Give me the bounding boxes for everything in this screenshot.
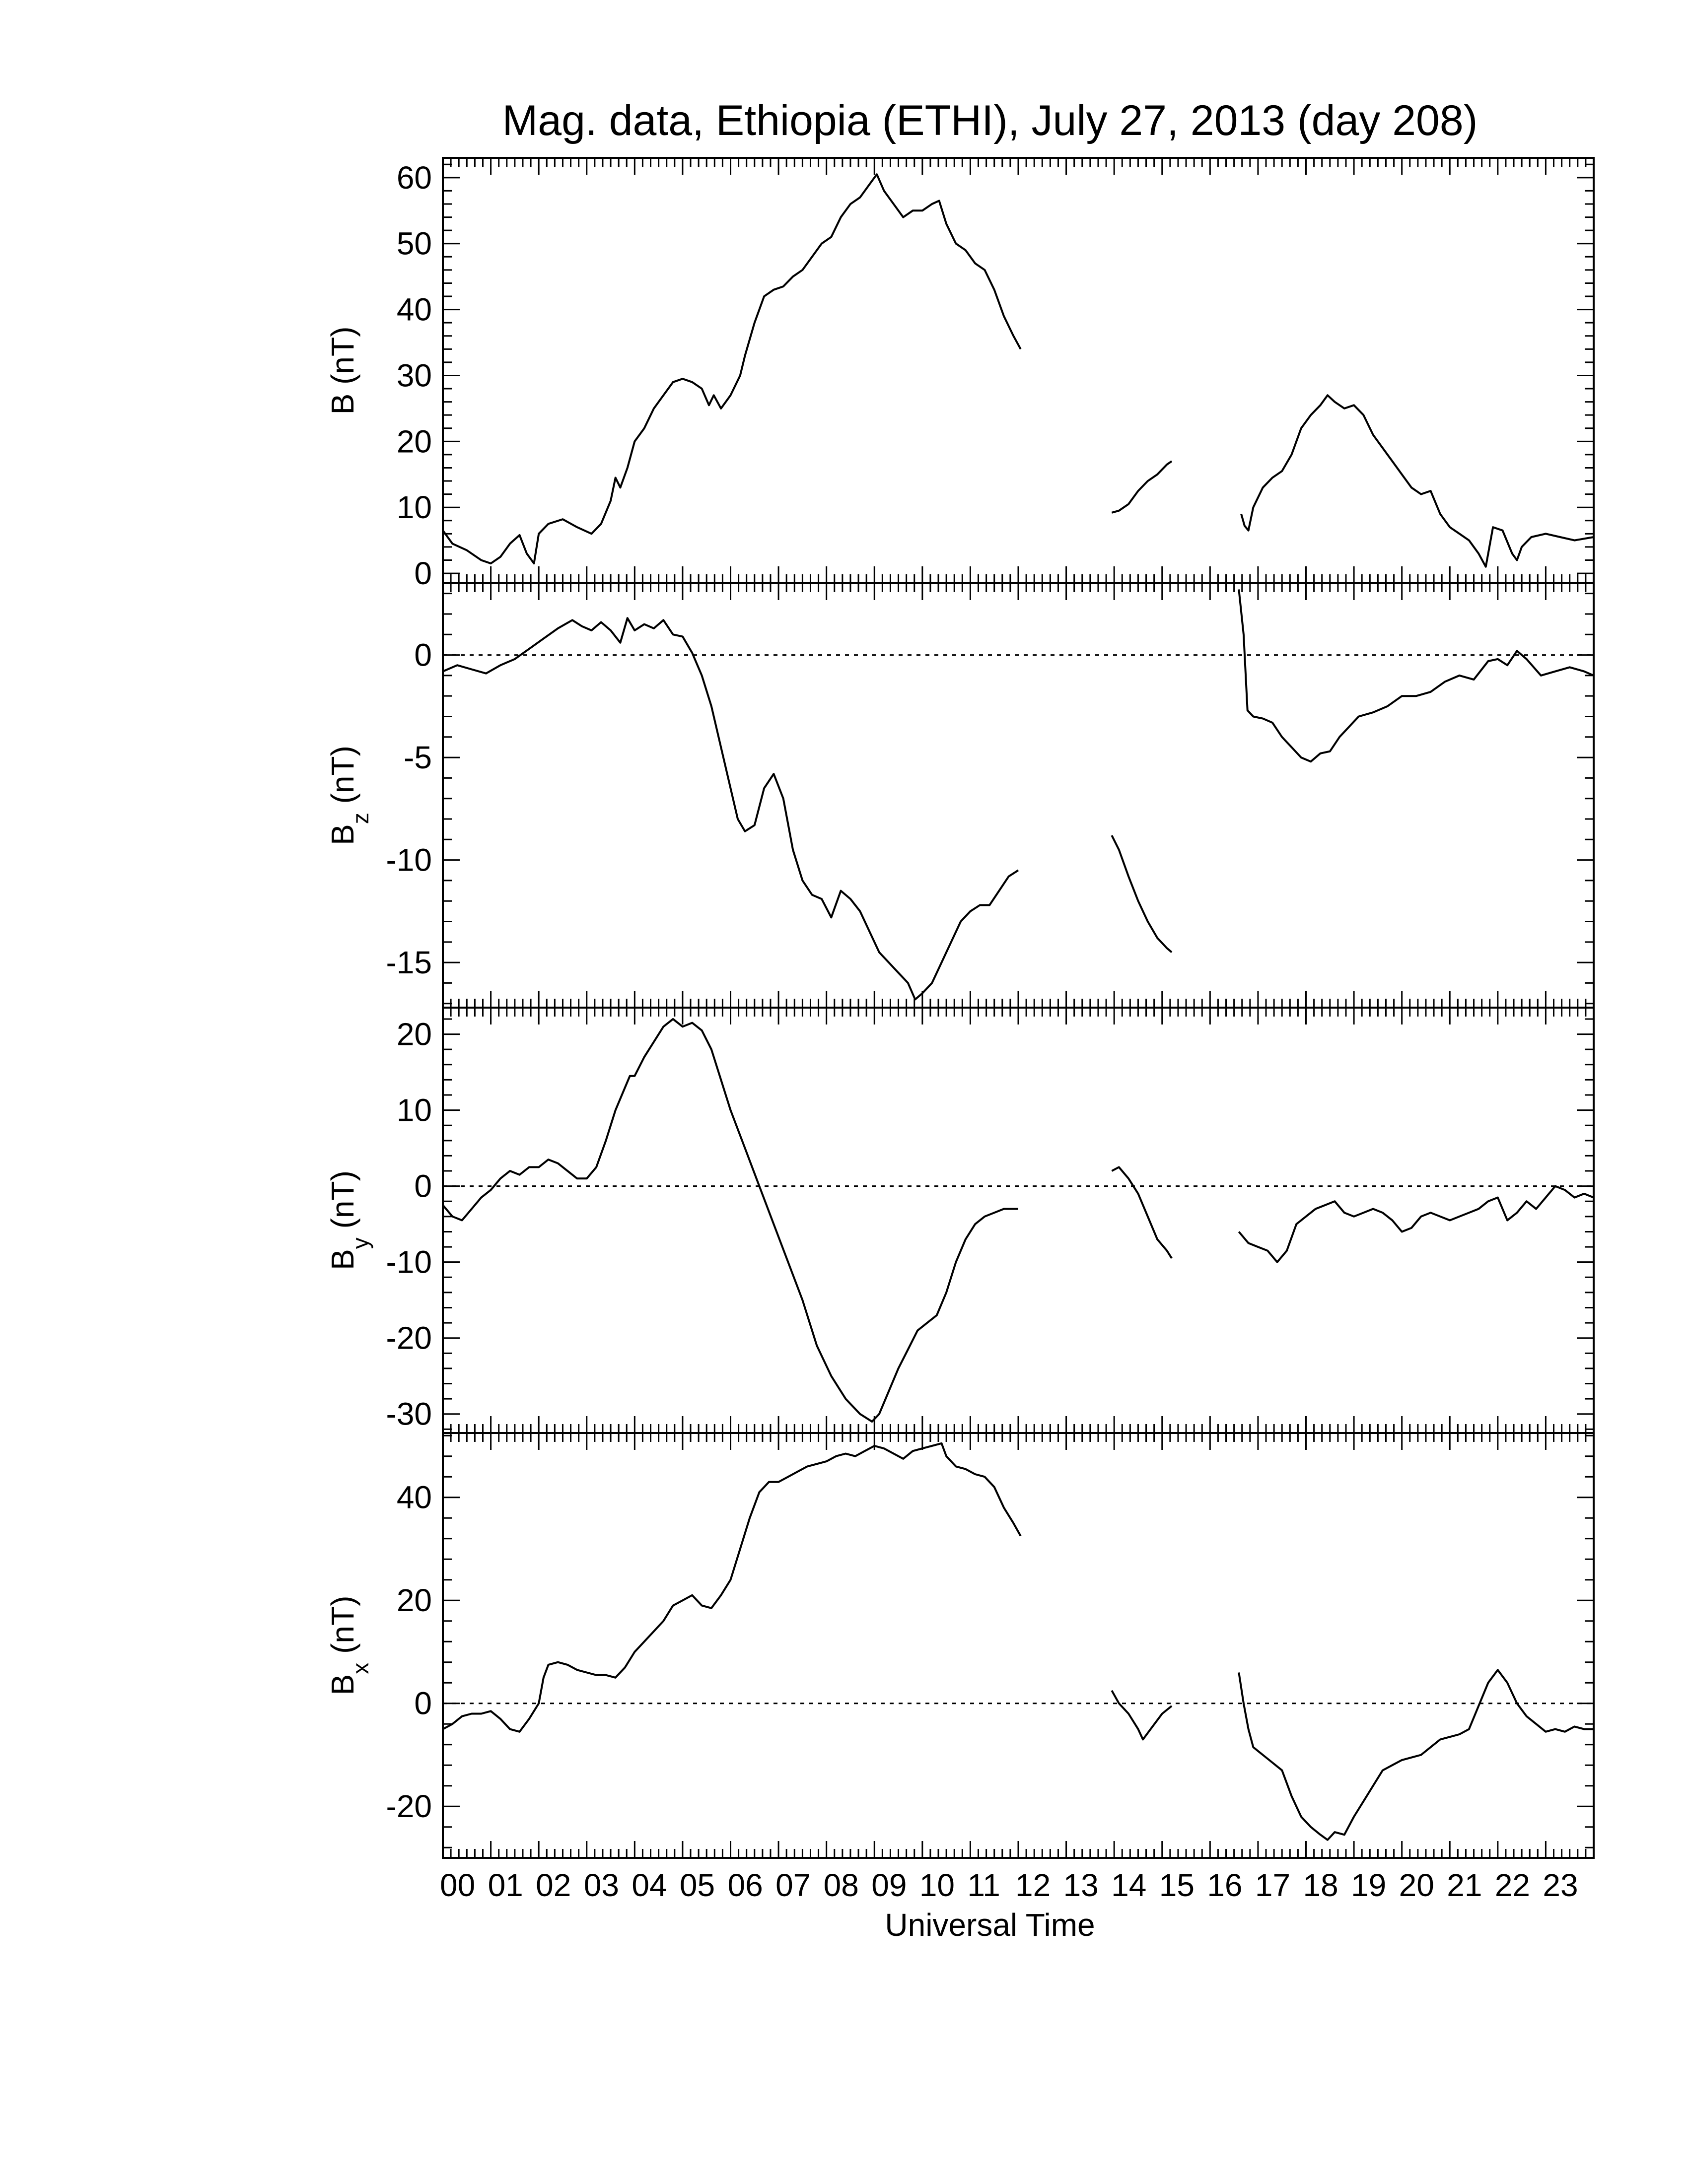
y-axis-title: Bz (nT) [325, 746, 373, 845]
y-tick-label: 50 [397, 226, 432, 262]
x-tick-label: 16 [1207, 1867, 1242, 1903]
series-segment-By-3 [1238, 1185, 1594, 1263]
x-tick-label: 07 [775, 1867, 811, 1903]
x-tick-labels: 00 01 02 03 04 05 06 07 08 09 10 11 12 13 14 15 16 17 18 19… [440, 1867, 1578, 1903]
y-tick-label: 20 [397, 1017, 432, 1052]
x-tick-label: 09 [871, 1867, 907, 1903]
y-tick-label: 40 [397, 292, 432, 328]
y-tick-label: -30 [386, 1396, 432, 1432]
series-segment-Bz-2 [1111, 835, 1173, 954]
x-tick-label: 02 [536, 1867, 571, 1903]
x-tick-label: 13 [1063, 1867, 1099, 1903]
panel-frame [442, 1007, 1595, 1434]
y-tick-label: 20 [397, 1582, 432, 1618]
panel-Bx: -20 0 20 40 Bx (nT) [325, 1432, 1595, 1859]
panel-B: 0 10 20 30 40 50 60 B (nT) [325, 157, 1595, 591]
series-segment-B-1 [442, 173, 1022, 565]
x-tick-label: 17 [1255, 1867, 1290, 1903]
y-tick-label: 10 [397, 489, 432, 525]
panel-Bz: -15 -10 -5 0 Bz (nT) [325, 582, 1595, 1009]
x-tick-label: 21 [1447, 1867, 1482, 1903]
y-axis-title: B (nT) [325, 327, 360, 415]
series-segment-Bx-3 [1238, 1669, 1594, 1841]
x-tick-label: 23 [1543, 1867, 1578, 1903]
x-tick-label: 05 [680, 1867, 715, 1903]
series-segment-B-3 [1240, 394, 1594, 568]
x-tick-label: 10 [919, 1867, 955, 1903]
x-tick-label: 01 [488, 1867, 523, 1903]
series-segment-Bz-3 [1238, 589, 1594, 763]
y-axis-title: Bx (nT) [325, 1596, 373, 1696]
panel-frame [442, 1432, 1595, 1859]
panel-By: -30 -20 -10 0 10 20 By (nT) [325, 1007, 1595, 1434]
y-tick-label: 60 [397, 160, 432, 196]
x-tick-label: 04 [632, 1867, 667, 1903]
y-tick-label: -15 [386, 945, 432, 980]
series-segment-Bx-2 [1111, 1690, 1173, 1741]
y-tick-label: 10 [397, 1092, 432, 1128]
panel-frame [442, 582, 1595, 1009]
y-tick-label: -5 [404, 740, 432, 775]
x-axis-title: Universal Time [885, 1907, 1095, 1943]
y-axis-title: By (nT) [325, 1170, 373, 1270]
x-tick-label: 08 [824, 1867, 859, 1903]
x-tick-label: 18 [1303, 1867, 1338, 1903]
y-tick-label: -10 [386, 1244, 432, 1280]
y-tick-label: 0 [414, 637, 432, 673]
series-segment-Bz-1 [442, 617, 1019, 1001]
x-tick-label: 15 [1159, 1867, 1195, 1903]
y-tick-label: -10 [386, 842, 432, 878]
y-tick-label: 0 [414, 1686, 432, 1721]
x-tick-label: 12 [1015, 1867, 1051, 1903]
x-tick-label: 11 [967, 1867, 1000, 1903]
y-tick-label: 40 [397, 1480, 432, 1515]
x-tick-label: 14 [1111, 1867, 1146, 1903]
series-segment-By-2 [1111, 1166, 1173, 1259]
series-segment-By-1 [442, 1018, 1018, 1423]
y-tick-label: -20 [386, 1788, 432, 1824]
x-tick-label: 20 [1399, 1867, 1434, 1903]
x-tick-label: 19 [1351, 1867, 1386, 1903]
series-segment-B-2 [1111, 460, 1173, 514]
x-tick-label: 00 [440, 1867, 475, 1903]
x-tick-label: 06 [728, 1867, 763, 1903]
panel-frame [442, 157, 1595, 584]
y-tick-label: -20 [386, 1320, 432, 1356]
chart-title: Mag. data, Ethiopia (ETHI), July 27, 201… [502, 97, 1478, 144]
y-tick-label: 20 [397, 423, 432, 459]
y-tick-label: 0 [414, 1168, 432, 1204]
x-tick-label: 03 [584, 1867, 619, 1903]
y-tick-label: 30 [397, 357, 432, 393]
series-segment-Bx-1 [442, 1442, 1022, 1733]
x-tick-label: 22 [1495, 1867, 1530, 1903]
y-tick-label: 0 [414, 555, 432, 591]
